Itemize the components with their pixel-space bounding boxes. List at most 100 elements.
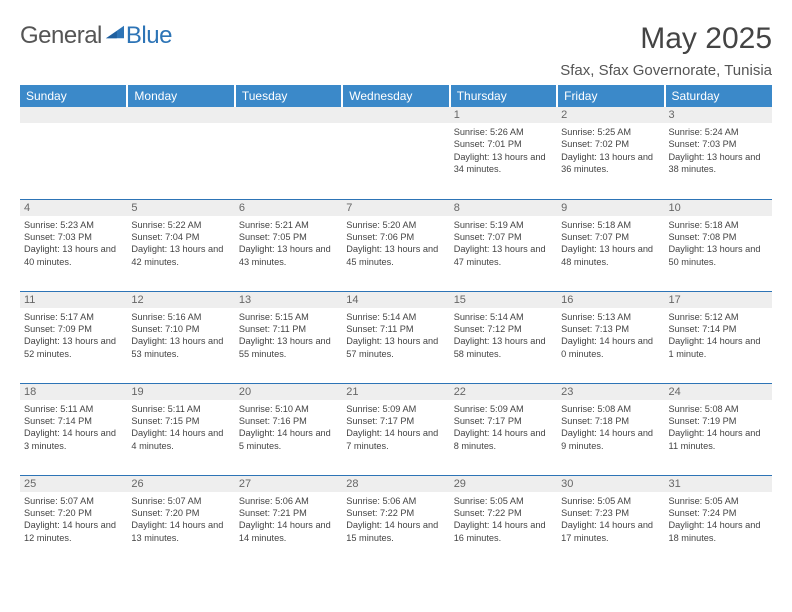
- day-number: 17: [665, 292, 772, 308]
- daylight-line: Daylight: 14 hours and 13 minutes.: [131, 519, 230, 544]
- sunset-line: Sunset: 7:23 PM: [561, 507, 660, 519]
- day-number: 27: [235, 476, 342, 492]
- day-cell: 18Sunrise: 5:11 AMSunset: 7:14 PMDayligh…: [20, 383, 127, 475]
- daylight-line: Daylight: 13 hours and 38 minutes.: [669, 151, 768, 176]
- day-cell: [235, 107, 342, 199]
- daylight-line: Daylight: 13 hours and 57 minutes.: [346, 335, 445, 360]
- weekday-header: Saturday: [665, 85, 772, 107]
- day-cell: 4Sunrise: 5:23 AMSunset: 7:03 PMDaylight…: [20, 199, 127, 291]
- sunrise-line: Sunrise: 5:21 AM: [239, 219, 338, 231]
- calendar-week-row: 18Sunrise: 5:11 AMSunset: 7:14 PMDayligh…: [20, 383, 772, 475]
- day-number: 29: [450, 476, 557, 492]
- day-number: 16: [557, 292, 664, 308]
- day-number: 25: [20, 476, 127, 492]
- daylight-line: Daylight: 14 hours and 11 minutes.: [669, 427, 768, 452]
- day-cell: 15 Sunrise: 5:14 AMSunset: 7:12 PMDayligh…: [450, 291, 557, 383]
- sunrise-line: Sunrise: 5:06 AM: [239, 495, 338, 507]
- day-number: 6: [235, 200, 342, 216]
- sunset-line: Sunset: 7:12 PM: [454, 323, 553, 335]
- sunset-line: Sunset: 7:24 PM: [669, 507, 768, 519]
- title-block: May 2025 Sfax, Sfax Governorate, Tunisia: [560, 22, 772, 79]
- sunset-line: Sunset: 7:11 PM: [239, 323, 338, 335]
- day-number: 21: [342, 384, 449, 400]
- daylight-line: Daylight: 13 hours and 58 minutes.: [454, 335, 553, 360]
- sunrise-line: Sunrise: 5:18 AM: [561, 219, 660, 231]
- weekday-header: Monday: [127, 85, 234, 107]
- sunrise-line: Sunrise: 5:14 AM: [454, 311, 553, 323]
- daylight-line: Daylight: 14 hours and 17 minutes.: [561, 519, 660, 544]
- logo-text-blue: Blue: [126, 22, 172, 50]
- sunset-line: Sunset: 7:09 PM: [24, 323, 123, 335]
- sunrise-line: Sunrise: 5:05 AM: [669, 495, 768, 507]
- day-info: Sunrise: 5:09 AMSunset: 7:17 PMDaylight:…: [346, 403, 445, 453]
- day-number: 19: [127, 384, 234, 400]
- logo: General Blue: [20, 22, 172, 50]
- day-info: Sunrise: 5:08 AMSunset: 7:19 PMDaylight:…: [669, 403, 768, 453]
- day-number: 15: [450, 292, 557, 308]
- day-number: 23: [557, 384, 664, 400]
- daylight-line: Daylight: 13 hours and 52 minutes.: [24, 335, 123, 360]
- daylight-line: Daylight: 13 hours and 55 minutes.: [239, 335, 338, 360]
- daylight-line: Daylight: 13 hours and 36 minutes.: [561, 151, 660, 176]
- day-info: Sunrise: 5:05 AMSunset: 7:22 PMDaylight:…: [454, 495, 553, 545]
- day-info: Sunrise: 5:25 AMSunset: 7:02 PMDaylight:…: [561, 126, 660, 176]
- sunset-line: Sunset: 7:18 PM: [561, 415, 660, 427]
- sunrise-line: Sunrise: 5:11 AM: [24, 403, 123, 415]
- weekday-header: Wednesday: [342, 85, 449, 107]
- daylight-line: Daylight: 14 hours and 12 minutes.: [24, 519, 123, 544]
- day-number: 12: [127, 292, 234, 308]
- sunset-line: Sunset: 7:07 PM: [454, 231, 553, 243]
- daylight-line: Daylight: 14 hours and 8 minutes.: [454, 427, 553, 452]
- day-cell: 23Sunrise: 5:08 AMSunset: 7:18 PMDayligh…: [557, 383, 664, 475]
- day-cell: 20Sunrise: 5:10 AMSunset: 7:16 PMDayligh…: [235, 383, 342, 475]
- sunrise-line: Sunrise: 5:26 AM: [454, 126, 553, 138]
- daylight-line: Daylight: 14 hours and 9 minutes.: [561, 427, 660, 452]
- day-info: Sunrise: 5:17 AMSunset: 7:09 PMDaylight:…: [24, 311, 123, 361]
- calendar-table: SundayMondayTuesdayWednesdayThursdayFrid…: [20, 85, 772, 567]
- day-number: 2: [557, 107, 664, 123]
- day-info: Sunrise: 5:05 AMSunset: 7:24 PMDaylight:…: [669, 495, 768, 545]
- day-number: 20: [235, 384, 342, 400]
- day-number: [127, 107, 234, 123]
- location-text: Sfax, Sfax Governorate, Tunisia: [560, 62, 772, 79]
- day-cell: 12 Sunrise: 5:16 AMSunset: 7:10 PMDayligh…: [127, 291, 234, 383]
- sunrise-line: Sunrise: 5:18 AM: [669, 219, 768, 231]
- daylight-line: Daylight: 14 hours and 4 minutes.: [131, 427, 230, 452]
- sunrise-line: Sunrise: 5:11 AM: [131, 403, 230, 415]
- sunset-line: Sunset: 7:15 PM: [131, 415, 230, 427]
- day-cell: 7Sunrise: 5:20 AMSunset: 7:06 PMDaylight…: [342, 199, 449, 291]
- day-cell: 5Sunrise: 5:22 AMSunset: 7:04 PMDaylight…: [127, 199, 234, 291]
- sunrise-line: Sunrise: 5:25 AM: [561, 126, 660, 138]
- daylight-line: Daylight: 13 hours and 45 minutes.: [346, 243, 445, 268]
- sunrise-line: Sunrise: 5:07 AM: [24, 495, 123, 507]
- sunrise-line: Sunrise: 5:15 AM: [239, 311, 338, 323]
- day-info: Sunrise: 5:18 AMSunset: 7:08 PMDaylight:…: [669, 219, 768, 269]
- day-info: Sunrise: 5:11 AMSunset: 7:15 PMDaylight:…: [131, 403, 230, 453]
- sunset-line: Sunset: 7:14 PM: [669, 323, 768, 335]
- logo-triangle-icon: [106, 25, 124, 39]
- day-cell: 27Sunrise: 5:06 AMSunset: 7:21 PMDayligh…: [235, 475, 342, 567]
- calendar-header-row: SundayMondayTuesdayWednesdayThursdayFrid…: [20, 85, 772, 107]
- day-number: 3: [665, 107, 772, 123]
- day-cell: 31Sunrise: 5:05 AMSunset: 7:24 PMDayligh…: [665, 475, 772, 567]
- daylight-line: Daylight: 13 hours and 40 minutes.: [24, 243, 123, 268]
- day-number: 26: [127, 476, 234, 492]
- daylight-line: Daylight: 14 hours and 7 minutes.: [346, 427, 445, 452]
- day-info: Sunrise: 5:12 AMSunset: 7:14 PMDaylight:…: [669, 311, 768, 361]
- daylight-line: Daylight: 13 hours and 48 minutes.: [561, 243, 660, 268]
- day-cell: 26Sunrise: 5:07 AMSunset: 7:20 PMDayligh…: [127, 475, 234, 567]
- sunset-line: Sunset: 7:08 PM: [669, 231, 768, 243]
- sunset-line: Sunset: 7:14 PM: [24, 415, 123, 427]
- day-cell: 28Sunrise: 5:06 AMSunset: 7:22 PMDayligh…: [342, 475, 449, 567]
- day-info: Sunrise: 5:16 AMSunset: 7:10 PMDaylight:…: [131, 311, 230, 361]
- daylight-line: Daylight: 14 hours and 5 minutes.: [239, 427, 338, 452]
- sunset-line: Sunset: 7:07 PM: [561, 231, 660, 243]
- day-info: Sunrise: 5:14 AMSunset: 7:11 PMDaylight:…: [346, 311, 445, 361]
- logo-text-general: General: [20, 22, 102, 50]
- day-number: 22: [450, 384, 557, 400]
- day-cell: 21 Sunrise: 5:09 AMSunset: 7:17 PMDayligh…: [342, 383, 449, 475]
- day-cell: 6Sunrise: 5:21 AMSunset: 7:05 PMDaylight…: [235, 199, 342, 291]
- sunset-line: Sunset: 7:02 PM: [561, 138, 660, 150]
- header: General Blue May 2025 Sfax, Sfax Governo…: [20, 22, 772, 79]
- day-info: Sunrise: 5:20 AMSunset: 7:06 PMDaylight:…: [346, 219, 445, 269]
